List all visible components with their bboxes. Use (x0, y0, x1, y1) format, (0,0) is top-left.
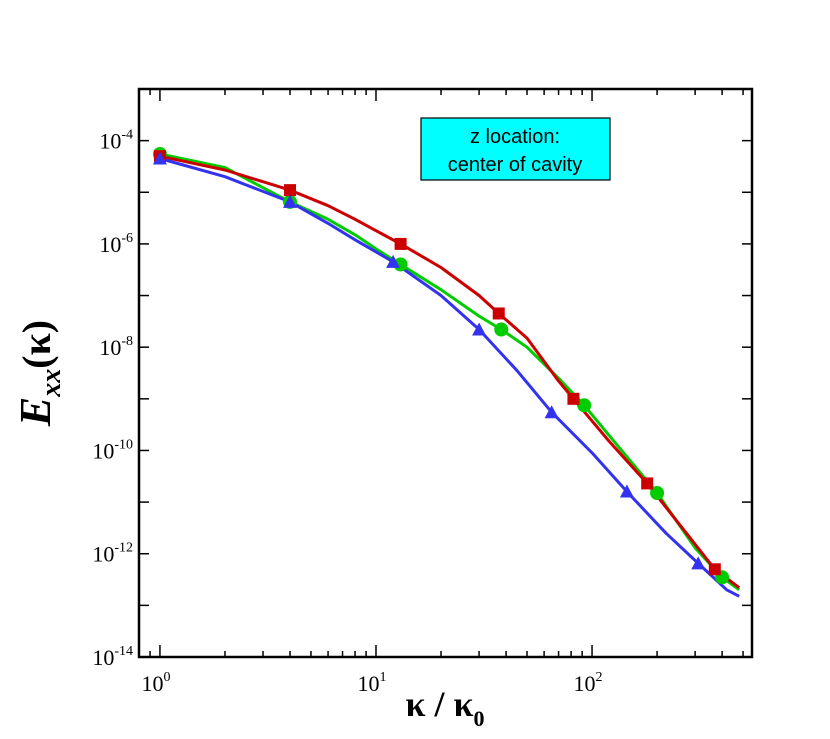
series-line-red-squares (159, 154, 741, 589)
marker-blue-triangles (283, 194, 298, 208)
series-group (152, 147, 741, 598)
series-line-blue-triangles (159, 157, 740, 598)
marker-blue-triangles (152, 151, 167, 165)
series-line-green-circles (159, 152, 741, 592)
y-tick-label: 10-6 (99, 231, 133, 257)
x-axis-label: κ / κ0 (406, 684, 485, 731)
tick-labels: 100 101 102 10-14 10-12 10-10 10-8 10-6 10-4 (92, 128, 602, 696)
y-tick-label: 10-8 (99, 334, 133, 360)
marker-red-squares (567, 392, 580, 405)
x-tick-label: 101 (357, 670, 386, 696)
x-tick-label: 100 (141, 670, 170, 696)
x-tick-label: 102 (574, 670, 603, 696)
marker-green-circles (494, 322, 509, 337)
marker-blue-triangles (619, 484, 634, 498)
y-tick-label: 10-14 (92, 644, 133, 670)
y-tick-label: 10-4 (99, 128, 133, 154)
marker-blue-triangles (386, 254, 401, 268)
marker-red-squares (492, 307, 505, 320)
marker-blue-triangles (544, 405, 559, 419)
annotation-background (420, 117, 611, 181)
marker-red-squares (394, 237, 407, 250)
marker-green-circles (650, 485, 665, 500)
marker-blue-triangles (691, 556, 706, 570)
y-tick-label: 10-10 (92, 437, 133, 463)
axis-ticks (138, 88, 752, 658)
marker-red-squares (708, 563, 721, 576)
marker-green-circles (577, 398, 592, 413)
annotation-line-2: center of cavity (448, 154, 583, 176)
marker-green-circles (393, 257, 408, 272)
marker-red-squares (641, 477, 654, 490)
marker-blue-triangles (472, 322, 487, 336)
annotation-box: z location: center of cavity (420, 117, 611, 181)
y-tick-label: 10-12 (92, 541, 133, 567)
y-axis-label: Exx(κ) (11, 320, 67, 427)
annotation-line-1: z location: (470, 126, 560, 148)
plot-frame (137, 87, 754, 659)
marker-red-squares (284, 184, 297, 197)
